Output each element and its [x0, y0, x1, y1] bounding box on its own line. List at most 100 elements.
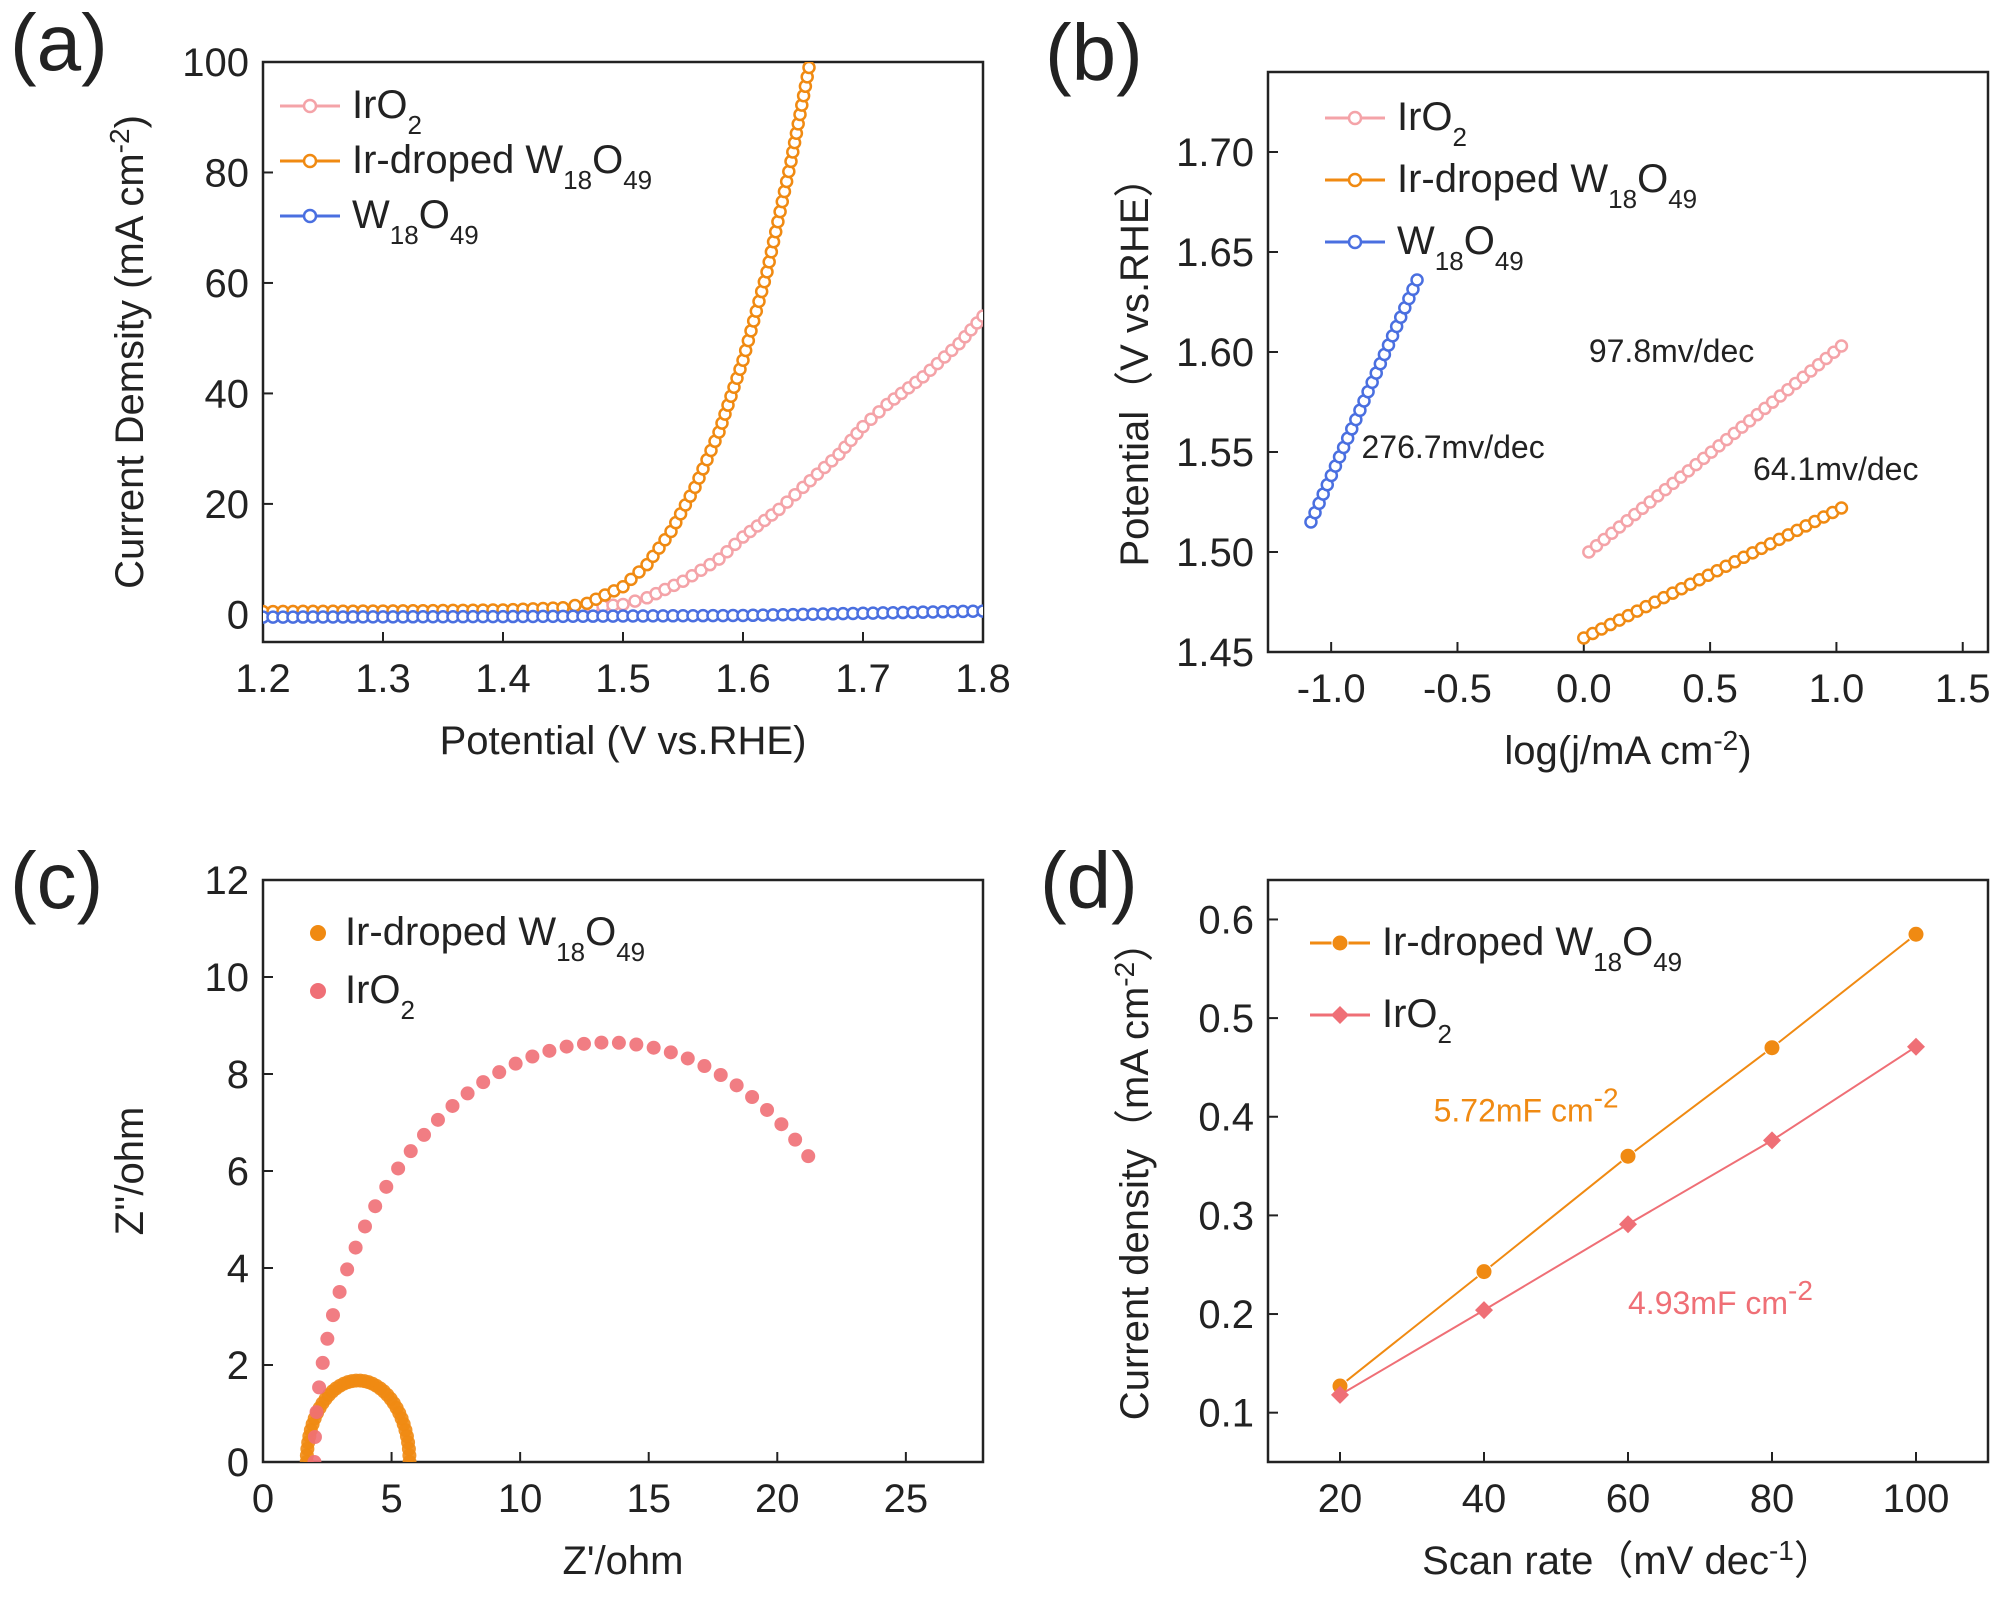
- legend-label: IrO2: [352, 83, 422, 140]
- x-tick-label: 25: [884, 1477, 929, 1521]
- annotation: 97.8mv/dec: [1589, 333, 1754, 369]
- legend-item: IrO2: [280, 83, 422, 140]
- y-tick-label: 1.55: [1176, 431, 1254, 475]
- data-point: [332, 1284, 347, 1299]
- y-tick-label: 4: [227, 1247, 249, 1291]
- series-ir-droped-w18o49: [1577, 501, 1849, 645]
- data-point: [646, 1040, 661, 1055]
- legend-item: IrO2: [1310, 992, 1452, 1049]
- x-axis-title: Potential (V vs.RHE): [440, 719, 807, 763]
- data-point: [663, 1045, 678, 1060]
- data-point: [712, 552, 726, 566]
- legend-marker: [1331, 1006, 1349, 1024]
- data-point: [616, 597, 630, 612]
- y-tick-label: 0: [227, 593, 249, 637]
- y-tick-label: 0.2: [1198, 1293, 1254, 1337]
- data-point: [788, 1132, 803, 1147]
- data-point: [594, 1035, 609, 1050]
- y-axis-title: Current density（mA cm-2）: [1109, 922, 1157, 1420]
- x-tick-label: 1.7: [835, 657, 891, 701]
- series-w18o49: [1304, 273, 1424, 529]
- data-point: [713, 1067, 728, 1082]
- data-point: [720, 545, 734, 559]
- plot-frame: [1266, 70, 1990, 654]
- panel-c: (c) 0 5 10 15 20 25 0 2 4 6 8 10 12 Z'/ohm Z''/ohm Ir-dr…: [10, 836, 985, 1583]
- x-tick-label: 1.2: [235, 657, 291, 701]
- x-tick-label: 1.8: [955, 657, 1011, 701]
- data-point: [391, 1161, 406, 1176]
- x-tick-label: 0.5: [1682, 667, 1738, 711]
- data-point: [774, 1117, 789, 1132]
- series-iro2: [263, 309, 983, 619]
- data-point: [309, 1405, 324, 1420]
- panel-label-d: (d): [1040, 836, 1138, 925]
- data-point: [476, 1075, 491, 1090]
- y-tick-label: 1.70: [1176, 131, 1254, 175]
- panel-d: (d) 20 40 60 80 100 0.1 0.2 0.3 0.4 0.5 0.6 Scan rat…: [1040, 836, 1990, 1583]
- panel-b: (b) -1.0 -0.5 0.0 0.5 1.0 1.5 1.45 1.50 1.55 1.60 1…: [1045, 8, 1991, 773]
- y-tick-label: 80: [205, 151, 250, 195]
- data-point: [1907, 925, 1925, 943]
- x-tick-label: 5: [380, 1477, 402, 1521]
- y-tick-label: 0: [227, 1441, 249, 1485]
- y-tick-label: 100: [182, 41, 249, 85]
- data-point: [801, 1149, 816, 1164]
- y-axis-title: Potential（V vs.RHE）: [1113, 157, 1157, 566]
- data-point: [632, 565, 646, 579]
- data-point: [1619, 1147, 1637, 1165]
- series-iro2: [307, 1035, 816, 1462]
- panel-a: (a) 1.2 1.3 1.4 1.5 1.6 1.7 1.8 0 20 40 60 80 100 Pote…: [10, 0, 1011, 763]
- data-point: [315, 1355, 330, 1370]
- legend-marker: [1331, 934, 1349, 952]
- data-point: [864, 412, 878, 426]
- x-tick-label: 10: [498, 1477, 543, 1521]
- legend-marker: [1347, 234, 1363, 250]
- legend-marker: [310, 925, 326, 941]
- data-point: [417, 1127, 432, 1142]
- legend-marker: [302, 153, 318, 169]
- data-point: [368, 1199, 383, 1214]
- data-point: [788, 487, 802, 502]
- legend-label: W18O49: [352, 193, 479, 250]
- legend-label: W18O49: [1397, 219, 1524, 276]
- data-point: [728, 537, 742, 552]
- y-tick-label: 1.65: [1176, 231, 1254, 275]
- data-point: [508, 1056, 523, 1071]
- data-point: [976, 309, 983, 323]
- legend-marker: [1347, 172, 1363, 188]
- data-point: [628, 594, 642, 608]
- data-point: [1834, 501, 1849, 515]
- data-point: [340, 1262, 355, 1277]
- plot-area: [1331, 925, 1925, 1404]
- legend-label: IrO2: [345, 968, 415, 1025]
- data-point: [1834, 339, 1849, 353]
- data-point: [772, 502, 786, 517]
- y-tick-label: 0.5: [1198, 997, 1254, 1041]
- legend-label: IrO2: [1382, 992, 1452, 1049]
- series-ir-droped-w18o49: [1331, 925, 1925, 1395]
- x-axis-title: log(j/mA cm-2): [1504, 725, 1751, 773]
- data-point: [379, 1179, 394, 1194]
- y-tick-label: 1.50: [1176, 531, 1254, 575]
- x-tick-label: 80: [1750, 1477, 1795, 1521]
- x-tick-label: 1.6: [715, 657, 771, 701]
- data-point: [680, 1051, 695, 1066]
- x-tick-label: 60: [1606, 1477, 1651, 1521]
- legend-marker: [302, 98, 318, 114]
- legend-label: Ir-droped W18O49: [345, 910, 645, 967]
- y-tick-label: 6: [227, 1150, 249, 1194]
- series-iro2: [1331, 1037, 1925, 1404]
- data-point: [492, 1065, 507, 1080]
- data-point: [312, 1380, 327, 1395]
- y-tick-label: 2: [227, 1344, 249, 1388]
- data-point: [802, 62, 816, 75]
- x-tick-label: 0: [252, 1477, 274, 1521]
- legend-item: Ir-droped W18O49: [310, 910, 645, 967]
- annotation: 4.93mF cm-2: [1628, 1275, 1813, 1321]
- x-tick-label: 20: [1318, 1477, 1363, 1521]
- y-tick-label: 20: [205, 483, 250, 527]
- data-point: [780, 495, 794, 509]
- y-tick-label: 0.4: [1198, 1096, 1254, 1140]
- plot-area: [299, 1035, 816, 1462]
